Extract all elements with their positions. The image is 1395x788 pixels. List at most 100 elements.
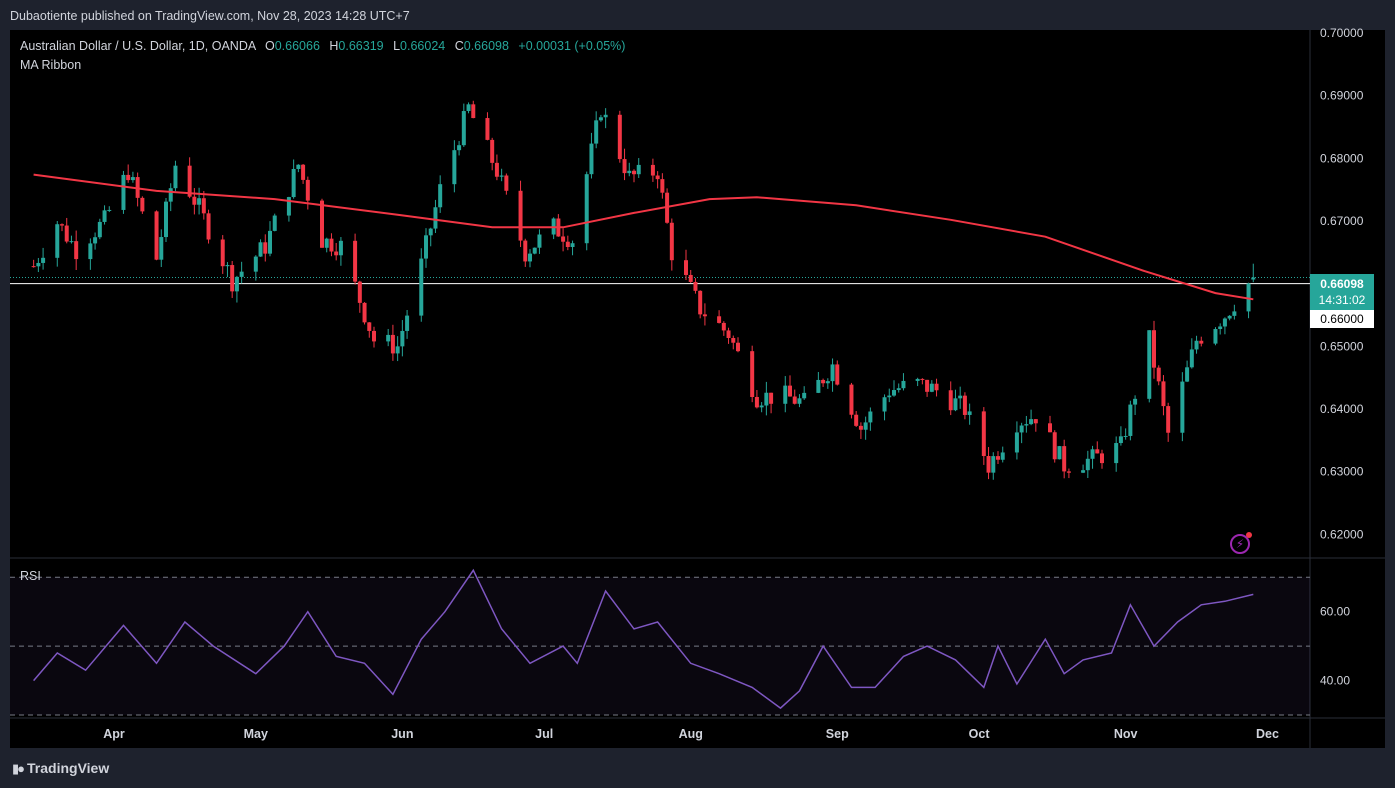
candle-body bbox=[632, 170, 636, 175]
ma-ribbon-line bbox=[33, 173, 1254, 301]
candle-body bbox=[263, 242, 268, 254]
candle-body bbox=[1062, 446, 1067, 472]
candle-body bbox=[1052, 432, 1057, 460]
candle-body bbox=[107, 209, 112, 211]
time-tick-label: Nov bbox=[1114, 727, 1138, 741]
tradingview-logo[interactable]: ▮● TradingView bbox=[12, 760, 109, 777]
low-value: 0.66024 bbox=[400, 39, 446, 53]
time-tick-label: Aug bbox=[679, 727, 703, 741]
candle-body bbox=[168, 188, 173, 202]
candle-body bbox=[1232, 311, 1237, 316]
candle-body bbox=[1227, 315, 1232, 319]
price-tick-label: 0.70000 bbox=[1320, 26, 1364, 40]
chart-area[interactable] bbox=[10, 30, 1385, 748]
candle-body bbox=[962, 395, 967, 415]
candle-body bbox=[154, 211, 159, 260]
candle-body bbox=[164, 201, 168, 238]
tradingview-mark-icon: ▮● bbox=[12, 761, 25, 776]
high-value: 0.66319 bbox=[338, 39, 384, 53]
candle-body bbox=[835, 364, 840, 385]
candle-body bbox=[395, 346, 400, 354]
candle-body bbox=[986, 456, 991, 473]
candle-body bbox=[783, 385, 788, 404]
candle-body bbox=[754, 396, 759, 408]
candle-body bbox=[925, 379, 930, 392]
candle-body bbox=[197, 198, 202, 205]
candle-body bbox=[655, 175, 660, 180]
time-tick-label: Jul bbox=[535, 727, 553, 741]
candle-body bbox=[1194, 340, 1199, 350]
rsi-label[interactable]: RSI bbox=[20, 569, 41, 583]
candle-body bbox=[206, 213, 211, 240]
price-tick-label: 0.65000 bbox=[1320, 339, 1364, 353]
candle-body bbox=[234, 276, 239, 292]
candle-body bbox=[1029, 419, 1034, 425]
candle-body bbox=[958, 395, 963, 399]
time-tick-label: Apr bbox=[103, 727, 125, 741]
candle-body bbox=[698, 290, 703, 315]
candle-body bbox=[372, 330, 376, 342]
notification-dot bbox=[1246, 532, 1252, 538]
candle-body bbox=[1066, 471, 1071, 473]
candle-body bbox=[750, 351, 755, 397]
candle-body bbox=[1213, 329, 1218, 344]
candle-body bbox=[816, 379, 821, 393]
candle-body bbox=[428, 228, 433, 236]
candle-body bbox=[1133, 398, 1138, 405]
candle-body bbox=[882, 397, 887, 412]
candle-body bbox=[702, 314, 707, 317]
candle-body bbox=[1085, 458, 1090, 471]
candle-body bbox=[717, 316, 722, 323]
candle-body bbox=[1189, 349, 1194, 368]
candle-body bbox=[537, 234, 542, 248]
candle-body bbox=[594, 120, 599, 144]
candle-body bbox=[424, 235, 428, 259]
candle-body bbox=[570, 243, 575, 248]
ma-ribbon-label[interactable]: MA Ribbon bbox=[20, 58, 82, 72]
candle-body bbox=[518, 190, 523, 241]
candle-body bbox=[523, 240, 528, 262]
time-tick-label: Sep bbox=[826, 727, 849, 741]
symbol-name[interactable]: Australian Dollar / U.S. Dollar, 1D, OAN… bbox=[20, 39, 256, 53]
candle-body bbox=[887, 395, 892, 398]
time-tick-label: Dec bbox=[1256, 727, 1279, 741]
candle-body bbox=[1019, 425, 1024, 433]
bar-countdown: 14:31:02 bbox=[1318, 293, 1366, 307]
tradingview-brand: TradingView bbox=[27, 760, 110, 776]
candle-body bbox=[802, 392, 807, 399]
candle-body bbox=[788, 385, 792, 397]
candle-body bbox=[736, 342, 740, 352]
candle-body bbox=[920, 378, 925, 380]
candle-body bbox=[622, 159, 627, 174]
candle-body bbox=[225, 265, 230, 267]
publisher-line: Dubaotiente published on TradingView.com… bbox=[10, 9, 410, 23]
change-value: +0.00031 (+0.05%) bbox=[518, 39, 626, 53]
candle-body bbox=[929, 383, 934, 392]
candle-body bbox=[915, 378, 920, 381]
candle-body bbox=[485, 118, 490, 140]
candle-body bbox=[305, 179, 310, 201]
candle-body bbox=[854, 414, 859, 426]
candle-body bbox=[598, 117, 603, 121]
flash-icon[interactable]: ⚡ bbox=[1230, 532, 1252, 554]
candle-body bbox=[438, 184, 443, 208]
candle-body bbox=[74, 241, 79, 260]
candle-body bbox=[192, 196, 197, 205]
candle-body bbox=[565, 241, 570, 248]
candle-body bbox=[759, 405, 764, 408]
candle-body bbox=[357, 281, 362, 303]
candle-body bbox=[769, 392, 774, 404]
candle-body bbox=[301, 164, 306, 180]
candle-body bbox=[400, 330, 405, 347]
candle-body bbox=[1161, 381, 1166, 407]
candle-body bbox=[1152, 330, 1156, 368]
candle-body bbox=[140, 197, 145, 212]
candle-body bbox=[1024, 424, 1029, 426]
candle-body bbox=[528, 253, 532, 262]
candle-body bbox=[1033, 419, 1038, 424]
candle-body bbox=[1166, 406, 1171, 433]
candle-body bbox=[1147, 330, 1152, 399]
candle-body bbox=[499, 175, 504, 177]
candle-body bbox=[93, 237, 98, 244]
